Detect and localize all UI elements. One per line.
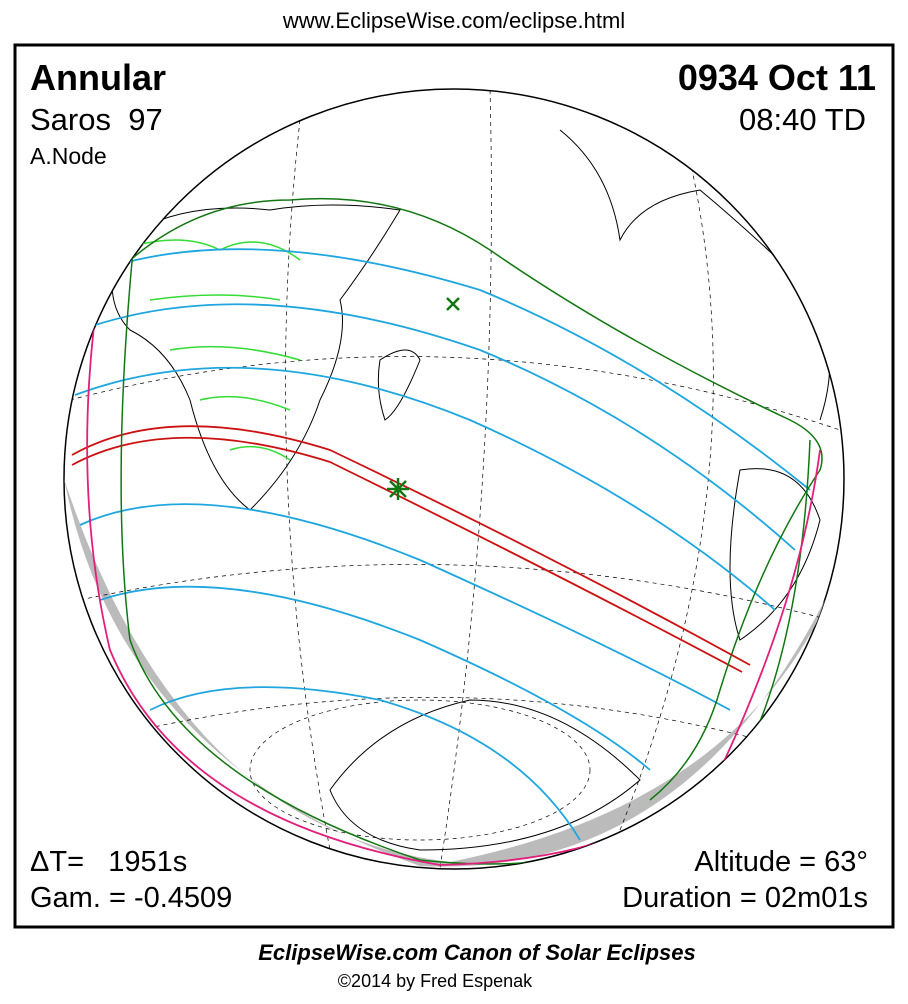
limits xyxy=(99,197,823,865)
duration: Duration = 02m01s xyxy=(622,882,868,914)
eclipse-type: Annular xyxy=(30,57,167,98)
contours xyxy=(74,248,811,841)
time: 08:40 TD xyxy=(739,102,866,137)
gamma: Gam. = -0.4509 xyxy=(30,882,233,914)
url: www.EclipseWise.com/eclipse.html xyxy=(282,8,626,33)
copyright: ©2014 by Fred Espenak xyxy=(337,971,533,991)
globe-content xyxy=(64,89,844,869)
canon: EclipseWise.com Canon of Solar Eclipses xyxy=(258,940,696,965)
graticule xyxy=(69,89,841,869)
saros: Saros 97 xyxy=(30,102,163,137)
node: A.Node xyxy=(30,143,107,169)
altitude: Altitude = 63° xyxy=(694,846,868,878)
delta-t: ΔT= 1951s xyxy=(30,846,188,878)
date: 0934 Oct 11 xyxy=(677,57,876,98)
central-path xyxy=(71,425,751,673)
rim-curve xyxy=(86,279,821,866)
coastlines xyxy=(111,129,831,851)
markers xyxy=(387,297,460,500)
